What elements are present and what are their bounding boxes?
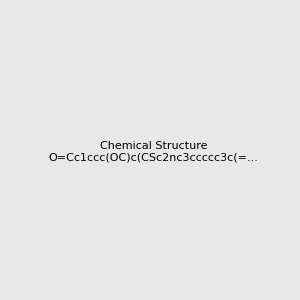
Text: Chemical Structure
O=Cc1ccc(OC)c(CSc2nc3ccccc3c(=...: Chemical Structure O=Cc1ccc(OC)c(CSc2nc3…: [49, 141, 259, 162]
